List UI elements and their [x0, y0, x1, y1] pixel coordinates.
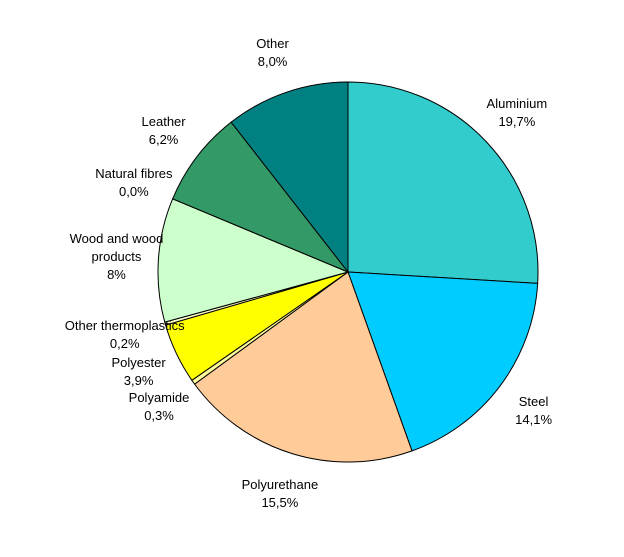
slice-label: Steel 14,1%: [474, 393, 594, 429]
slice-label: Polyurethane 15,5%: [220, 476, 340, 512]
category-label: Polyurethane: [241, 476, 319, 492]
value-label: 19,7%: [498, 113, 536, 129]
category-label: Other: [256, 35, 289, 51]
pie-slice: [230, 81, 349, 274]
value-label: 8%: [107, 267, 126, 283]
pie-slice: [171, 121, 350, 274]
value-label: 8,0%: [257, 53, 288, 69]
value-label: 15,5%: [261, 494, 299, 510]
category-label: Leather: [141, 114, 186, 130]
slice-label: Wood and wood products 8%: [56, 230, 176, 284]
slice-label: Other thermoplastics 0,2%: [65, 317, 185, 353]
slice-label: Aluminium 19,7%: [457, 95, 577, 131]
pie-slice: [347, 81, 539, 284]
category-label: Wood and wood products: [69, 231, 164, 265]
category-label: Aluminium: [486, 95, 548, 111]
value-label: 3,9%: [123, 372, 154, 388]
slice-label: Natural fibres 0,0%: [74, 165, 194, 201]
pie-slice: [347, 271, 539, 452]
value-label: 0,0%: [119, 183, 149, 199]
value-label: 0,2%: [109, 336, 140, 352]
category-label: Polyester: [111, 354, 166, 370]
category-label: Natural fibres: [95, 165, 173, 181]
slice-label: Polyamide 0,3%: [99, 389, 219, 425]
slice-label: Polyester 3,9%: [79, 354, 199, 390]
value-label: 6,2%: [148, 132, 179, 148]
category-label: Steel: [518, 394, 549, 410]
value-label: 0,3%: [144, 407, 174, 423]
value-label: 14,1%: [515, 412, 553, 428]
pie-slice: [193, 271, 413, 463]
slice-label: Other 8,0%: [213, 35, 333, 71]
category-label: Other thermoplastics: [64, 318, 185, 334]
slice-label: Leather 6,2%: [104, 113, 224, 149]
category-label: Polyamide: [128, 389, 190, 405]
pie-slice: [157, 198, 350, 323]
